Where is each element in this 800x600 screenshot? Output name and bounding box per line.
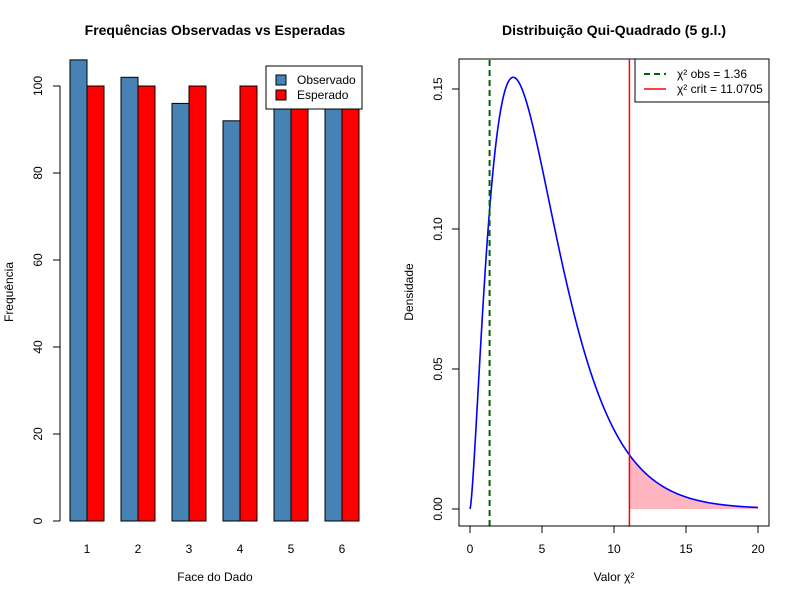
y-tick-label-100: 100 [31,76,45,96]
chi-square-panel: Distribuição Qui-Quadrado (5 g.l.) Valor… [402,22,770,584]
bar-chart-bars [69,59,360,522]
x-tick-label-0: 0 [467,542,474,556]
bar-observado-6 [324,76,343,522]
chi-square-y-axis-label: Densidade [402,263,416,321]
chi-square-title: Distribuição Qui-Quadrado (5 g.l.) [502,22,726,38]
y-tick-label-1: 0.05 [431,357,445,381]
x-tick-label-2: 2 [135,542,142,556]
x-tick-label-10: 10 [607,542,621,556]
bar-esperado-1 [86,85,105,522]
legend-box [265,65,363,110]
bar-chart-panel: Frequências Observadas vs Esperadas Face… [2,22,363,584]
legend-swatch-observado [275,74,287,86]
y-tick-label-0: 0.00 [431,497,445,521]
x-tick-label-4: 4 [237,542,244,556]
y-tick-label-2: 0.10 [431,217,445,241]
x-tick-label-6: 6 [339,542,346,556]
bar-chart-y-axis: 0 20 40 60 80 100 [31,76,61,524]
density-curve [469,76,759,510]
bar-esperado-3 [188,85,207,522]
bar-esperado-6 [341,85,360,522]
rejection-region [629,454,758,509]
legend-box [634,58,770,103]
chi-square-plot-area [469,59,759,526]
bar-esperado-2 [137,85,156,522]
bar-chart-x-tick-labels: 1 2 3 4 5 6 [84,542,346,556]
bar-chart-y-axis-label: Frequência [2,262,16,322]
y-tick-label-80: 80 [31,166,45,180]
y-tick-label-40: 40 [31,340,45,354]
bar-observado-2 [120,76,139,522]
bar-chart-title: Frequências Observadas vs Esperadas [85,22,346,38]
bar-observado-1 [69,59,88,522]
bar-chart-x-axis-label: Face do Dado [177,570,253,584]
legend-swatch-esperado [275,89,287,101]
chi-square-x-axis-label: Valor χ² [594,570,635,584]
chi-square-plot-box [458,58,770,527]
legend-label-observado: Observado [297,73,356,87]
bar-observado-4 [222,120,241,522]
bar-esperado-4 [239,85,258,522]
legend-label-0: χ² obs = 1.36 [677,67,747,81]
x-tick-label-3: 3 [186,542,193,556]
y-tick-label-20: 20 [31,427,45,441]
bar-observado-3 [171,102,190,522]
x-tick-label-5: 5 [539,542,546,556]
x-tick-label-1: 1 [84,542,91,556]
legend-label-1: χ² crit = 11.0705 [677,82,763,96]
x-tick-label-5: 5 [288,542,295,556]
bar-esperado-5 [290,85,309,522]
x-tick-label-20: 20 [751,542,765,556]
chi-square-axes: 0 5 10 15 20 0.00 0.05 0.10 0.15 [431,77,765,556]
bar-observado-5 [273,76,292,522]
y-tick-label-0: 0 [31,517,45,524]
y-tick-label-3: 0.15 [431,77,445,101]
legend-label-esperado: Esperado [297,88,349,102]
x-tick-label-15: 15 [679,542,693,556]
y-tick-label-60: 60 [31,253,45,267]
